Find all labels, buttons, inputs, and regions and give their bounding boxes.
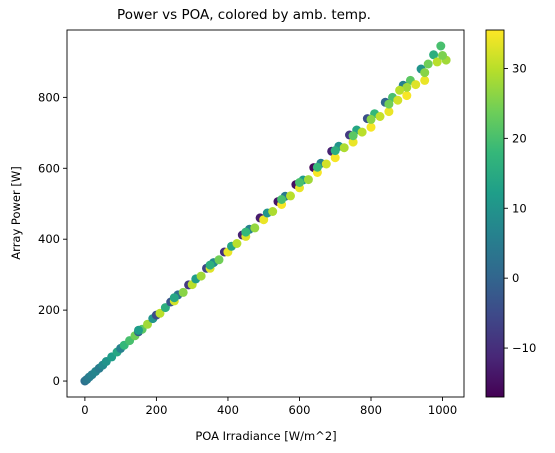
data-point [232,239,242,248]
y-tick-label: 800 [38,90,60,104]
colorbar [485,29,505,398]
data-point [423,59,433,69]
x-tick-label: 200 [145,403,167,417]
data-point [295,178,304,187]
data-point [259,215,269,225]
x-tick-label: 600 [289,403,311,417]
data-point [366,114,376,124]
colorbar-tick-label: 10 [512,201,527,215]
x-tick-label: 800 [360,403,382,417]
data-point [160,303,170,313]
data-point [312,162,322,172]
data-point [196,271,206,281]
data-point [178,287,188,297]
data-point [384,99,394,109]
data-point [143,319,152,329]
chart-title: Power vs POA, colored by amb. temp. [117,7,371,23]
data-point [357,127,367,137]
y-axis-label: Array Power [W] [9,166,23,259]
data-point [330,146,340,156]
data-point [420,75,430,85]
data-point [277,195,287,204]
data-point [321,159,331,169]
data-point [241,227,251,237]
data-point [205,260,215,270]
data-point [375,112,385,121]
y-tick-label: 200 [38,303,60,317]
y-tick-label: 0 [53,374,60,388]
data-point [134,325,143,335]
x-tick-label: 1000 [428,403,457,417]
y-tick-label: 600 [38,161,60,175]
data-point [432,57,442,67]
x-tick-label: 400 [217,403,239,417]
x-axis-label: POA Irradiance [W/m^2] [195,429,336,443]
data-point [250,223,260,233]
colorbar-tick-label: −10 [512,341,536,355]
colorbar-tick-label: 30 [512,61,527,75]
data-point [395,85,405,95]
data-point [339,143,349,153]
data-point [438,51,447,60]
data-point [169,293,179,303]
data-point [330,153,340,163]
data-point [348,137,358,147]
data-point [268,207,278,216]
data-point [402,82,412,92]
data-point [286,191,295,201]
colorbar-tick-label: 0 [512,271,519,285]
data-point [436,41,446,51]
x-tick-label: 0 [81,403,88,417]
y-tick-label: 400 [38,232,60,246]
colorbar-tick-label: 20 [512,131,527,145]
colorbar-axis: −10 0 10 20 30 [504,61,536,355]
data-point [384,107,394,117]
data-point [411,80,421,90]
plot-frame [66,29,465,398]
y-axis: 0 200 400 600 800 [38,90,67,388]
data-point [393,95,403,105]
scatter-points [80,41,451,386]
data-point [214,255,224,265]
data-point [303,175,313,185]
data-point [420,68,430,78]
data-point [402,91,412,101]
data-point [366,122,376,132]
data-point [348,131,358,141]
data-point [155,308,165,318]
data-point [429,50,439,60]
x-axis: 0 200 400 600 800 1000 [81,397,457,417]
